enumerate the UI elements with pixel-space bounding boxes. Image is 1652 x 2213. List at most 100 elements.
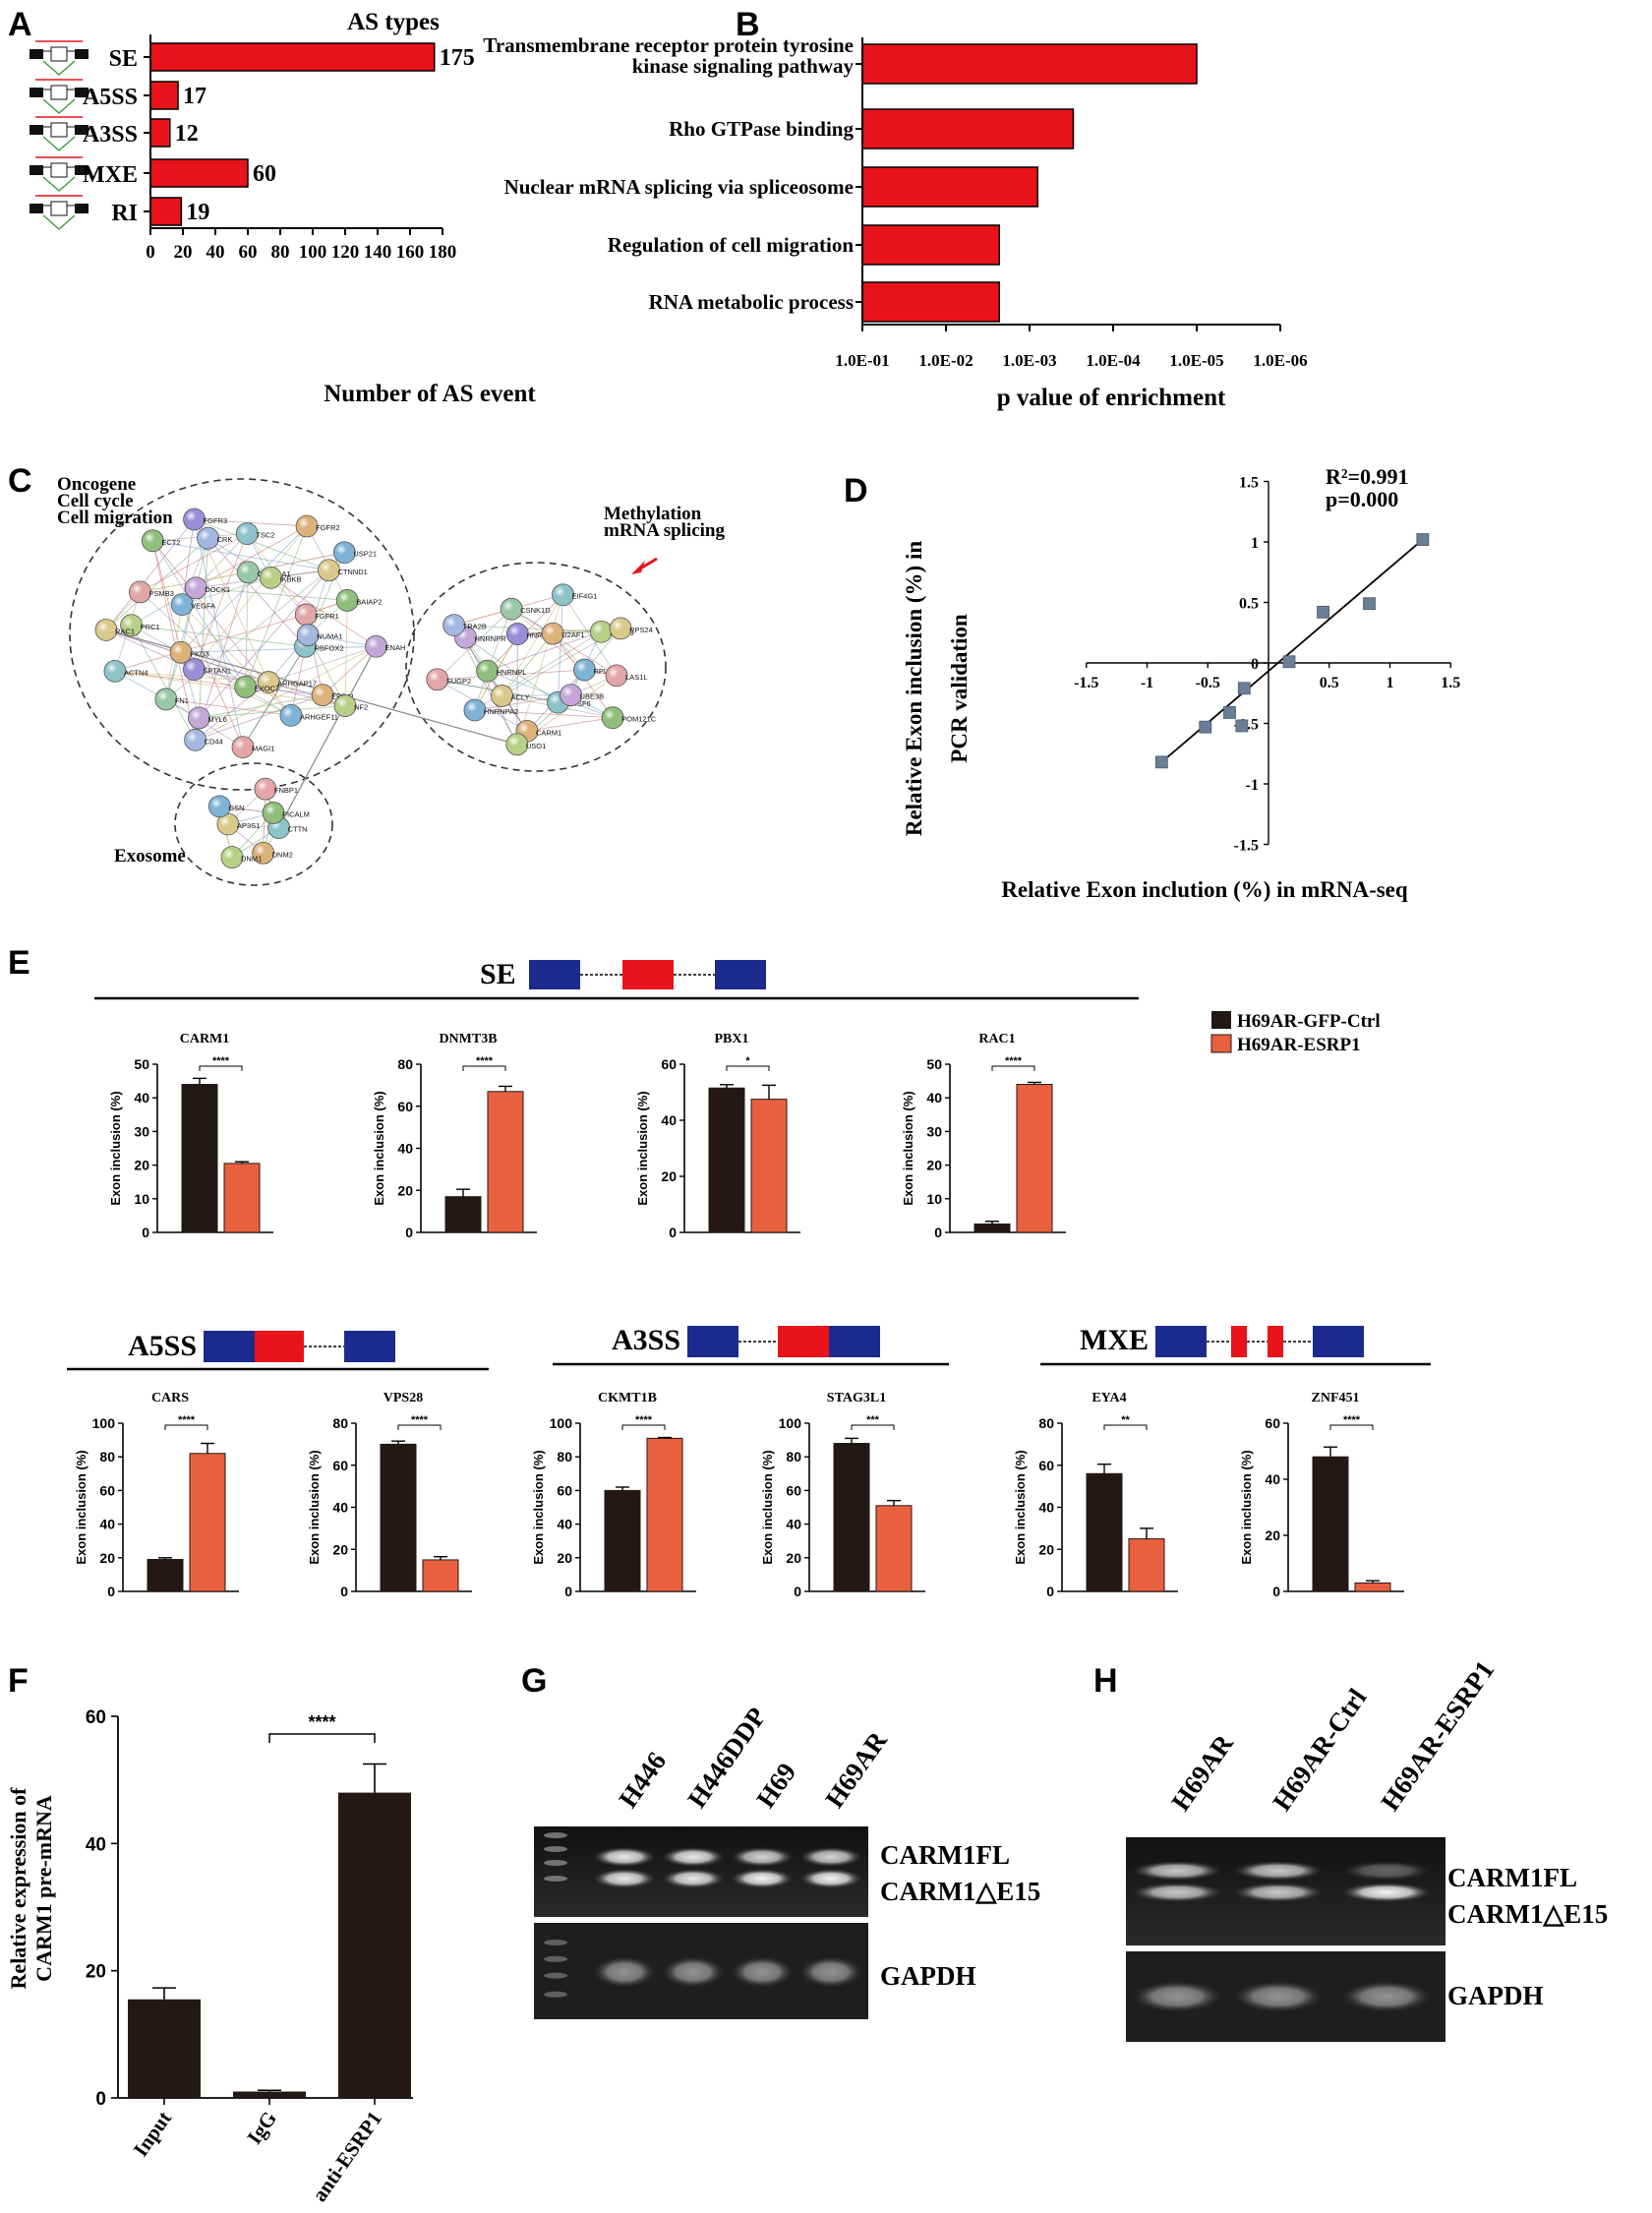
network-edge (207, 537, 271, 578)
gel-band-de15 (1233, 1883, 1324, 1902)
e-y-tick-label: 40 (99, 1517, 115, 1532)
d-y-tick-label: 0.5 (1239, 596, 1259, 613)
e-bar-plot: 0 20 40 60 80 100 Exon inclusion (%) CKMT1B **** (531, 1391, 696, 1599)
protein-node-highlight (183, 508, 206, 531)
skipping-line-icon (42, 98, 76, 114)
gel-band-de15 (731, 1869, 794, 1888)
protein-node-highlight (252, 842, 274, 865)
b-x-tick-label: 1.0E-05 (1169, 351, 1223, 370)
a-x-tick-label: 100 (299, 242, 327, 263)
e-y-tick-label: 0 (340, 1584, 348, 1599)
panel-letter-d: D (844, 472, 868, 509)
a-bar (149, 42, 436, 72)
gel-g-label-de15: CARM1△E15 (880, 1877, 1040, 1906)
gel-lane-label: H69 (750, 1758, 801, 1814)
e-y-axis-label: Exon inclusion (%) (108, 1091, 123, 1205)
exon-red-block (622, 960, 674, 989)
a-x-tick-label: 140 (364, 242, 392, 263)
panel-b-xlabel: p value of enrichment (997, 385, 1226, 411)
e-y-tick-label: 10 (926, 1191, 942, 1207)
a-x-tick-label: 180 (429, 242, 457, 263)
gel-lane-label: H69AR-Ctrl (1267, 1683, 1372, 1817)
e-y-tick-label: 20 (1265, 1527, 1280, 1543)
a-bar (149, 158, 249, 188)
e-bar (422, 1559, 459, 1592)
exon-block-icon (75, 88, 88, 97)
e-event-label-mxe: MXE (1080, 1324, 1149, 1356)
protein-node-label: PRC1 (141, 623, 160, 631)
e-bar (974, 1223, 1011, 1233)
protein-node-label: ARHGAP17 (277, 680, 317, 688)
e-significance-stars: **** (411, 1414, 429, 1426)
network-edge (181, 518, 195, 605)
e-y-tick-label: 20 (926, 1158, 942, 1173)
a-x-tick-label: 20 (174, 242, 193, 263)
network-edge (131, 625, 292, 716)
exon-block-icon (75, 49, 88, 59)
protein-node-label: RPS24 (629, 626, 653, 634)
skipping-line-icon (42, 176, 76, 192)
exon-blue-block (715, 960, 766, 989)
panel-d-ylabel-line1: Relative Exon inclusion (%) in (902, 541, 926, 837)
e-bar (646, 1437, 683, 1592)
e-y-tick-label: 20 (786, 1550, 801, 1566)
protein-node-label: ARHGEF11 (300, 712, 338, 721)
e-y-tick-label: 60 (661, 1056, 677, 1072)
protein-node-highlight (95, 619, 118, 641)
e-significance-bracket (397, 1424, 442, 1430)
gel-band-de15 (1132, 1883, 1222, 1902)
protein-node-label: USO1 (526, 742, 546, 750)
protein-node-highlight (185, 576, 207, 599)
protein-node-highlight (254, 778, 276, 801)
gel-band-fl (1341, 1861, 1432, 1881)
e-y-tick-label: 20 (134, 1158, 149, 1173)
protein-node-highlight (312, 684, 334, 706)
gel-ladder-band (544, 1940, 567, 1945)
gel-ladder-band (544, 1860, 567, 1866)
e-y-tick-label: 40 (557, 1517, 572, 1532)
gel-ladder-band (544, 1972, 567, 1979)
panel-letter-g: G (521, 1662, 547, 1700)
protein-node-highlight (197, 527, 219, 550)
gel-lane-label: H69AR (1165, 1729, 1239, 1817)
panel-d-ylabel-line2: PCR validation (947, 614, 972, 763)
b-category-label: Nuclear mRNA splicing via spliceosome (504, 175, 854, 199)
b-bar (861, 166, 1038, 208)
e-bar (875, 1505, 913, 1592)
d-x-tick-label: -1.5 (1074, 675, 1098, 691)
protein-node-highlight (154, 688, 177, 710)
e-bar (147, 1559, 184, 1592)
panel-letter-a: A (8, 6, 32, 43)
e-y-tick-label: 100 (550, 1415, 573, 1431)
gel-band-gapdh (1341, 1981, 1432, 2012)
e-y-tick-label: 40 (1038, 1500, 1054, 1516)
protein-node-highlight (221, 846, 244, 868)
e-y-tick-label: 50 (926, 1056, 942, 1072)
e-y-tick-label: 0 (1272, 1584, 1280, 1599)
e-y-tick-label: 60 (1265, 1415, 1280, 1431)
e-bar (833, 1443, 870, 1592)
e-significance-bracket (851, 1424, 895, 1430)
e-y-tick-label: 40 (1265, 1471, 1280, 1487)
gel-band-fl (799, 1847, 862, 1867)
e-significance-bracket (991, 1065, 1035, 1071)
f-x-tick-label: anti-ESRP1 (308, 2107, 387, 2206)
exon-block-icon (50, 85, 68, 100)
e-significance-stars: **** (178, 1414, 196, 1426)
panel-f-ylabel-line1: Relative expression of (6, 1787, 30, 1990)
protein-node-label: BAIAP2 (356, 597, 382, 606)
d-x-tick-label: -0.5 (1196, 675, 1220, 691)
cluster-bottom-outline (174, 762, 333, 886)
e-y-tick-label: 0 (1046, 1584, 1054, 1599)
e-gene-title: RAC1 (978, 1032, 1015, 1047)
protein-node-highlight (491, 685, 513, 707)
network-edge (270, 576, 377, 647)
legend-label-ctrl: H69AR-GFP-Ctrl (1237, 1011, 1381, 1032)
a-x-tick-label: 60 (239, 242, 258, 263)
e-significance-stars: *** (866, 1414, 880, 1426)
panel-a-title: AS types (347, 9, 440, 35)
f-bar (338, 1792, 411, 2098)
d-x-tick-label: 1 (1386, 675, 1394, 691)
e-significance-stars: **** (1343, 1414, 1361, 1426)
protein-node-label: EIF4G1 (572, 592, 598, 601)
